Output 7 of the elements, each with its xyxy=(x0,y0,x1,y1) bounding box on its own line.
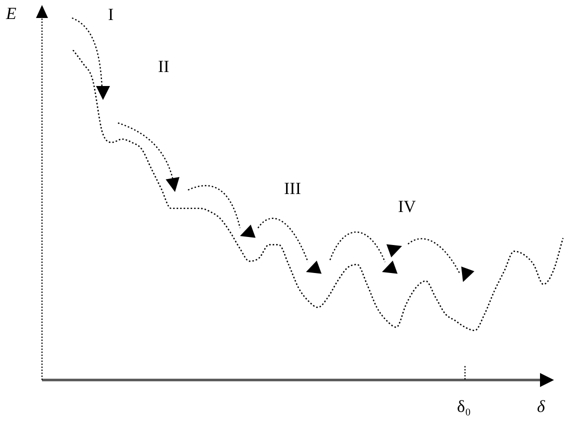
annotation: IV xyxy=(398,197,416,216)
text: I xyxy=(108,5,114,24)
annotation: III xyxy=(284,179,301,198)
annotation: II xyxy=(158,57,170,76)
y-axis-title: E xyxy=(6,4,16,23)
x-axis-title: δ xyxy=(537,397,545,416)
text: δ₀ xyxy=(457,397,471,416)
